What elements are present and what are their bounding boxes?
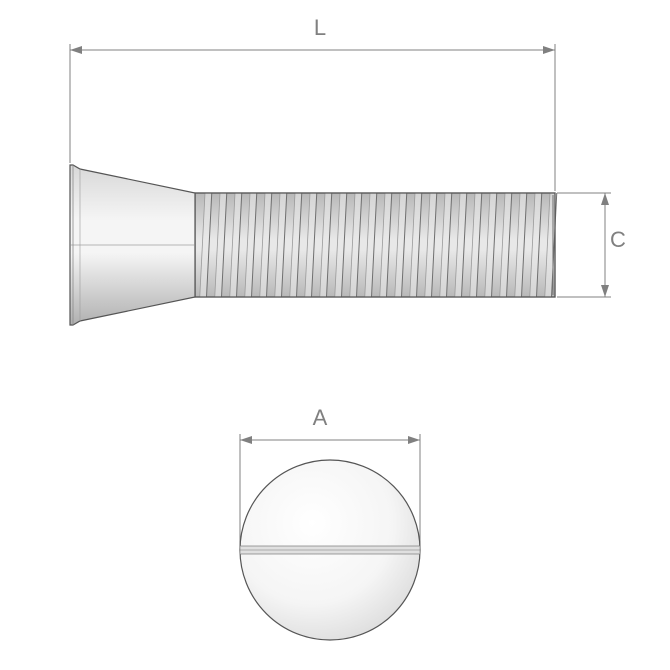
dimension-label-C: C xyxy=(610,227,626,253)
diagram-canvas: L C A xyxy=(0,0,670,670)
dimension-label-L: L xyxy=(314,15,326,41)
drawing-svg xyxy=(0,0,670,670)
dimension-label-A: A xyxy=(313,405,328,431)
